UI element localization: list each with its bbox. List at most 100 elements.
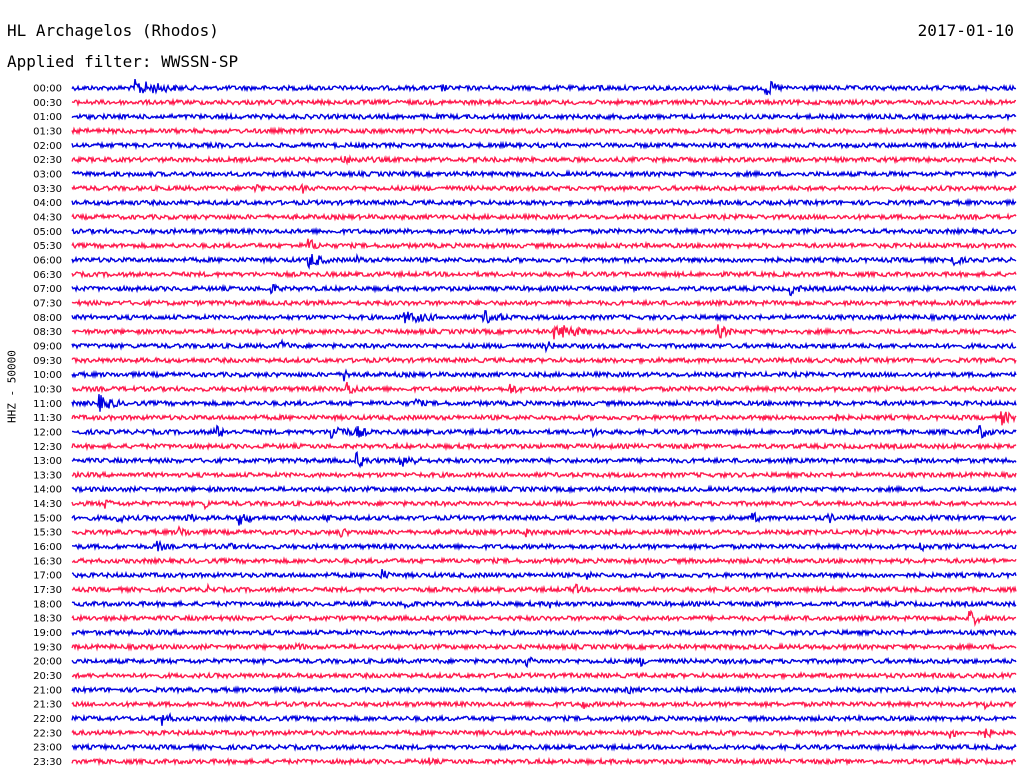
trace-1330	[71, 470, 1017, 480]
trace-2230	[71, 728, 1017, 739]
row-label-2130: 21:30	[33, 700, 62, 711]
row-label-1700: 17:00	[33, 571, 62, 582]
trace-1630	[71, 556, 1017, 566]
trace-0630	[71, 269, 1017, 280]
row-label-1200: 12:00	[33, 427, 62, 438]
row-label-0700: 07:00	[33, 284, 62, 295]
trace-1300	[71, 450, 1017, 469]
row-label-1900: 19:00	[33, 628, 62, 639]
trace-0130	[71, 126, 1017, 136]
row-label-2200: 22:00	[33, 714, 62, 725]
row-label-0500: 05:00	[33, 227, 62, 238]
trace-1030	[71, 381, 1017, 395]
trace-1430	[71, 499, 1017, 511]
trace-0030	[71, 97, 1017, 108]
filter-label: Applied filter: WWSSN-SP	[7, 52, 239, 71]
row-label-0730: 07:30	[33, 298, 62, 309]
trace-1230	[71, 441, 1017, 452]
row-label-1300: 13:00	[33, 456, 62, 467]
row-label-0130: 01:30	[33, 126, 62, 137]
trace-0400	[71, 197, 1017, 208]
trace-0930	[71, 355, 1017, 366]
trace-0300	[71, 169, 1017, 179]
row-label-0230: 02:30	[33, 155, 62, 166]
trace-1530	[71, 524, 1017, 538]
row-label-0400: 04:00	[33, 198, 62, 209]
row-label-2330: 23:30	[33, 757, 62, 768]
trace-2300	[71, 742, 1017, 753]
trace-2030	[71, 670, 1017, 681]
trace-0500	[71, 226, 1017, 237]
trace-1930	[71, 641, 1017, 652]
row-label-1000: 10:00	[33, 370, 62, 381]
row-label-0930: 09:30	[33, 356, 62, 367]
row-label-0800: 08:00	[33, 313, 62, 324]
trace-2100	[71, 685, 1017, 695]
trace-1400	[71, 484, 1017, 495]
trace-0230	[71, 154, 1017, 166]
trace-2200	[71, 711, 1017, 726]
trace-2330	[71, 756, 1017, 767]
row-label-2000: 20:00	[33, 657, 62, 668]
row-label-1400: 14:00	[33, 485, 62, 496]
row-label-0200: 02:00	[33, 141, 62, 152]
row-label-0300: 03:00	[33, 169, 62, 180]
row-label-0430: 04:30	[33, 212, 62, 223]
row-label-2230: 22:30	[33, 728, 62, 739]
row-label-0630: 06:30	[33, 270, 62, 281]
trace-0330	[71, 182, 1017, 194]
trace-0900	[71, 338, 1017, 354]
trace-0600	[71, 252, 1017, 270]
trace-1830	[71, 609, 1017, 627]
row-label-0530: 05:30	[33, 241, 62, 252]
row-label-0030: 00:30	[33, 98, 62, 109]
trace-2130	[71, 699, 1017, 711]
trace-2000	[71, 656, 1017, 669]
trace-0200	[71, 140, 1017, 151]
trace-1700	[71, 569, 1017, 580]
row-label-1130: 11:30	[33, 413, 62, 424]
row-label-1230: 12:30	[33, 442, 62, 453]
row-label-1600: 16:00	[33, 542, 62, 553]
row-label-0330: 03:30	[33, 184, 62, 195]
row-label-1430: 14:30	[33, 499, 62, 510]
row-label-2100: 21:00	[33, 685, 62, 696]
row-label-0900: 09:00	[33, 341, 62, 352]
trace-0100	[71, 111, 1017, 122]
row-label-2300: 23:00	[33, 743, 62, 754]
row-label-1730: 17:30	[33, 585, 62, 596]
row-label-1930: 19:30	[33, 642, 62, 653]
row-label-2030: 20:30	[33, 671, 62, 682]
trace-1130	[71, 411, 1017, 426]
row-label-1800: 18:00	[33, 599, 62, 610]
date-label: 2017-01-10	[917, 21, 1014, 40]
row-label-1100: 11:00	[33, 399, 62, 410]
trace-0530	[71, 238, 1017, 251]
trace-1800	[71, 599, 1017, 610]
trace-1730	[71, 582, 1017, 595]
row-label-1630: 16:30	[33, 556, 62, 567]
trace-1000	[71, 368, 1017, 382]
trace-1500	[71, 511, 1017, 526]
trace-1600	[72, 539, 1017, 553]
row-label-0830: 08:30	[33, 327, 62, 338]
row-label-0600: 06:00	[33, 255, 62, 266]
trace-0830	[71, 324, 1017, 340]
trace-0430	[71, 212, 1017, 222]
row-label-1030: 10:30	[33, 384, 62, 395]
trace-0700	[71, 283, 1017, 297]
row-label-1500: 15:00	[33, 513, 62, 524]
station-title: HL Archagelos (Rhodos)	[7, 21, 219, 40]
row-label-1830: 18:30	[33, 614, 62, 625]
row-label-0100: 01:00	[33, 112, 62, 123]
trace-0730	[71, 298, 1017, 308]
trace-1100	[71, 394, 1017, 412]
row-label-1330: 13:30	[33, 470, 62, 481]
trace-0800	[71, 309, 1017, 324]
trace-1200	[71, 424, 1017, 439]
trace-0000	[71, 78, 1017, 96]
row-label-0000: 00:00	[33, 84, 62, 95]
trace-1900	[71, 627, 1017, 638]
row-label-1530: 15:30	[33, 528, 62, 539]
